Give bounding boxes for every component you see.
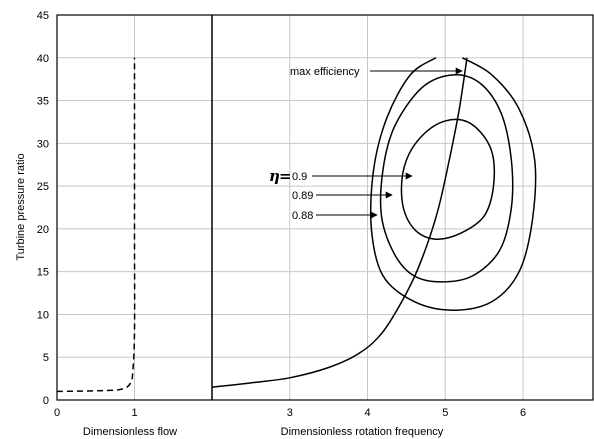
x-axis-label-flow: Dimensionless flow: [83, 426, 177, 438]
y-tick-label: 25: [37, 181, 49, 193]
x-tick-labels: 0 1 3 4 5 6: [54, 407, 526, 419]
y-axis-label: Turbine pressure ratio: [15, 153, 27, 260]
y-tick-label: 40: [37, 53, 49, 65]
y-tick-label: 30: [37, 138, 49, 150]
efficiency-contour-0.9: [400, 118, 496, 240]
eta-equals: =: [279, 167, 292, 185]
y-tick-label: 35: [37, 96, 49, 108]
plot-frame: [56, 14, 594, 401]
y-tick-label: 15: [37, 267, 49, 279]
y-tick-label: 5: [43, 352, 49, 364]
flow-curve-dashed: [56, 57, 136, 393]
x-tick-label: 6: [520, 407, 526, 419]
x-tick-label: 5: [442, 407, 448, 419]
grid: [57, 15, 593, 400]
y-tick-label: 0: [43, 395, 49, 407]
y-tick-labels: 0 5 10 15 20 25 30 35 40 45: [37, 10, 49, 407]
efficiency-contour-0.89: [379, 74, 514, 283]
x-tick-label: 4: [364, 407, 370, 419]
annotation-eta-0.89: 0.89: [292, 190, 313, 202]
x-tick-label: 0: [54, 407, 60, 419]
efficiency-contour-0.88: [369, 57, 537, 311]
x-tick-label: 1: [131, 407, 137, 419]
x-axis-label-rotation: Dimensionless rotation frequency: [281, 426, 444, 438]
annotation-eta-0.9: 0.9: [292, 171, 307, 183]
annotation-max-efficiency: max efficiency: [290, 66, 360, 78]
annotation-eta-0.88: 0.88: [292, 210, 313, 222]
y-tick-label: 20: [37, 224, 49, 236]
x-tick-label: 3: [287, 407, 293, 419]
operating-line: [211, 57, 468, 388]
y-tick-label: 45: [37, 10, 49, 22]
eta-symbol: η: [269, 167, 280, 185]
y-tick-label: 10: [37, 309, 49, 321]
